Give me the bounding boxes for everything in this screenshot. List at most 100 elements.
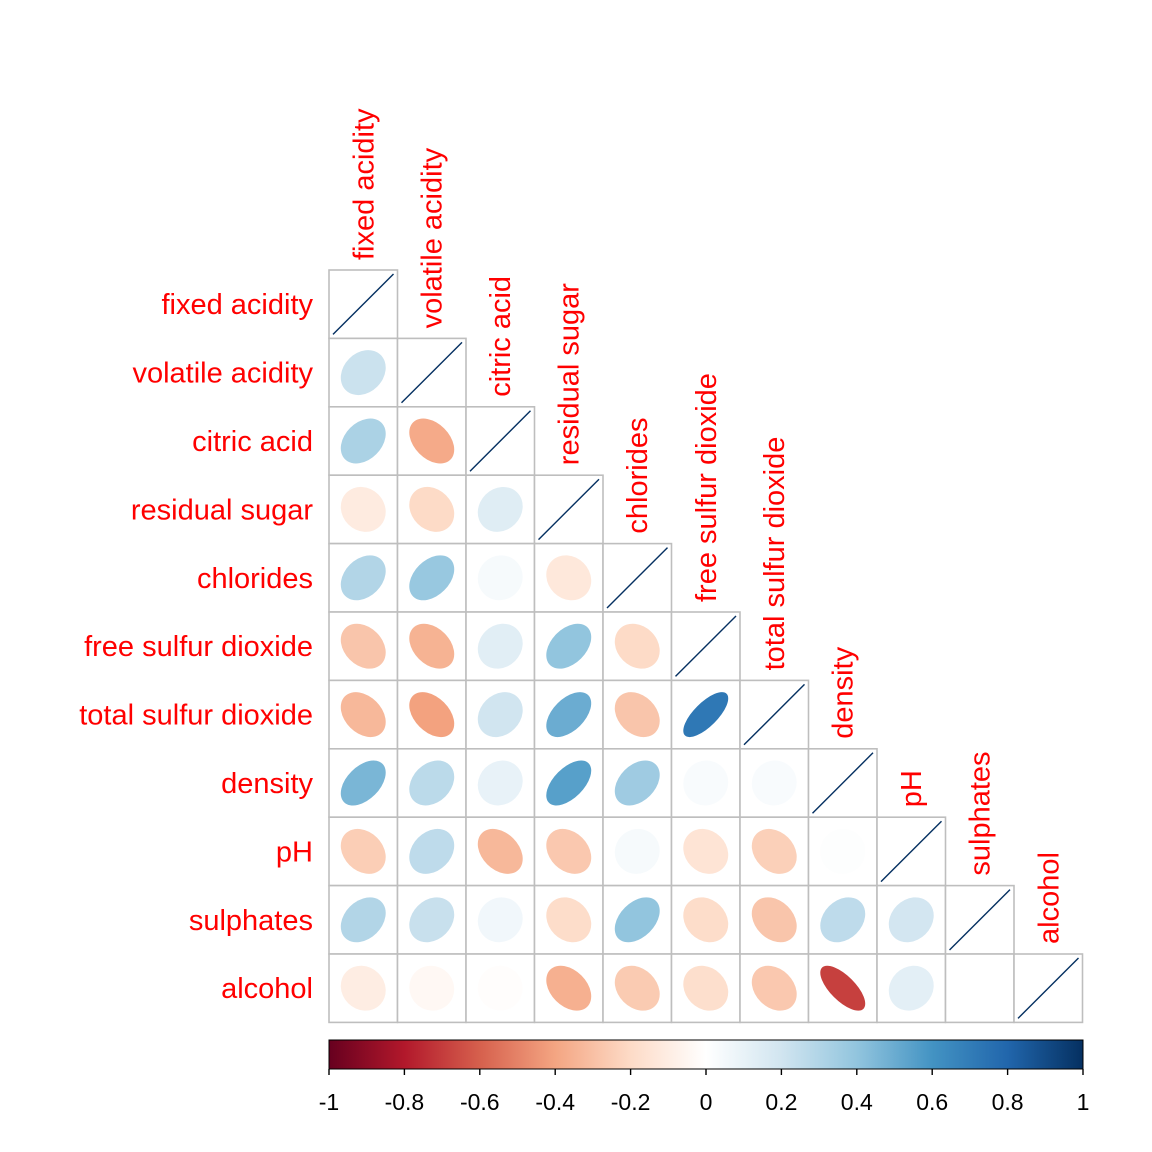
colorbar-tick-label: 0.6 (916, 1089, 948, 1115)
column-label: density (828, 646, 860, 738)
correlation-ellipse (614, 760, 660, 806)
colorbar-tick-label: 0.2 (765, 1089, 797, 1115)
correlation-ellipse (751, 760, 797, 806)
correlation-ellipse (477, 965, 523, 1011)
correlation-ellipse (409, 555, 455, 601)
correlation-ellipse (888, 965, 934, 1011)
cell-border (465, 953, 536, 1024)
correlation-ellipse (340, 350, 386, 396)
colorbar-tick-label: 0.4 (841, 1089, 873, 1115)
column-label: alcohol (1033, 852, 1065, 944)
correlation-ellipse (409, 965, 455, 1011)
correlation-ellipse (340, 897, 386, 943)
colorbar-tick-label: 1 (1077, 1089, 1090, 1115)
row-labels: fixed acidity volatile acidity citric acid… (79, 289, 313, 1005)
correlation-ellipse (614, 692, 660, 738)
row-label: alcohol (221, 973, 313, 1005)
row-label: pH (276, 836, 313, 868)
row-label: total sulfur dioxide (79, 700, 313, 732)
column-label: pH (896, 770, 928, 807)
correlation-ellipse (340, 760, 386, 806)
column-label: citric acid (485, 276, 517, 397)
correlation-ellipse (477, 828, 523, 874)
colorbar: -1 -0.8 -0.6 -0.4 -0.2 0 0.2 0.4 0.6 0.8 1 (319, 1039, 1090, 1115)
column-label: volatile acidity (417, 147, 449, 328)
correlation-ellipse (546, 760, 592, 806)
correlation-ellipse (820, 897, 866, 943)
colorbar-tick-label: 0.8 (992, 1089, 1024, 1115)
diagonal-mark (880, 820, 942, 883)
correlation-ellipse (409, 418, 455, 464)
correlation-ellipse (751, 828, 797, 874)
correlation-ellipse (409, 897, 455, 943)
correlation-ellipse (820, 828, 866, 874)
correlation-ellipse (546, 623, 592, 669)
correlation-ellipse (751, 897, 797, 943)
correlation-ellipse (957, 965, 1003, 1011)
correlation-ellipse (340, 555, 386, 601)
row-label: free sulfur dioxide (84, 631, 313, 663)
correlation-ellipse (546, 828, 592, 874)
correlation-ellipse (888, 897, 934, 943)
diagonal-mark (538, 478, 600, 541)
correlation-ellipse (409, 760, 455, 806)
correlation-ellipse (820, 965, 866, 1011)
correlation-ellipse (546, 897, 592, 943)
colorbar-tick-label: -0.2 (611, 1089, 651, 1115)
diagonal-mark (401, 341, 463, 404)
correlation-ellipse (409, 692, 455, 738)
row-label: volatile acidity (132, 358, 313, 390)
colorbar-tick-label: 0 (700, 1089, 713, 1115)
column-label: free sulfur dioxide (691, 373, 723, 602)
diagonal-mark (332, 273, 394, 335)
correlation-ellipse (409, 623, 455, 669)
diagonal-mark (675, 615, 737, 677)
correlation-ellipse (477, 692, 523, 738)
cell-border (328, 747, 399, 818)
colorbar-tick-label: -0.8 (385, 1089, 425, 1115)
correlation-ellipse (340, 418, 386, 464)
column-label: chlorides (622, 418, 654, 534)
correlation-ellipse (751, 965, 797, 1011)
correlation-ellipse (477, 555, 523, 601)
correlation-ellipse (614, 897, 660, 943)
correlation-ellipse (409, 828, 455, 874)
correlation-ellipse (477, 623, 523, 669)
column-labels: fixed acidity volatile acidity citric acid… (348, 108, 1065, 944)
correlation-ellipse (477, 486, 523, 532)
colorbar-tick-label: -0.4 (535, 1089, 575, 1115)
correlation-ellipse (614, 965, 660, 1011)
correlation-ellipse (477, 760, 523, 806)
diagonal-mark (1017, 957, 1079, 1019)
correlation-ellipse (409, 486, 455, 532)
correlation-ellipse (614, 828, 660, 874)
correlation-ellipse (340, 692, 386, 738)
matrix-cells (328, 269, 1084, 1024)
column-label: sulphates (965, 751, 997, 875)
column-label: fixed acidity (348, 108, 380, 260)
diagonal-mark (812, 752, 874, 814)
row-label: residual sugar (131, 494, 313, 526)
row-label: density (221, 768, 313, 800)
diagonal-mark (606, 547, 668, 609)
row-label: sulphates (189, 905, 313, 937)
correlation-ellipse (683, 965, 729, 1011)
correlation-ellipse (683, 760, 729, 806)
diagonal-mark (949, 889, 1011, 951)
correlation-ellipse (546, 692, 592, 738)
correlation-ellipse (683, 897, 729, 943)
correlation-ellipse (340, 623, 386, 669)
correlation-ellipse (340, 965, 386, 1011)
correlation-ellipse (683, 828, 729, 874)
diagonal-mark (469, 410, 531, 472)
row-label: citric acid (192, 426, 313, 458)
correlation-ellipse (340, 828, 386, 874)
column-label: total sulfur dioxide (759, 437, 791, 671)
correlation-ellipse (340, 486, 386, 532)
colorbar-gradient-bar (328, 1039, 1084, 1070)
correlation-ellipse (614, 623, 660, 669)
row-label: fixed acidity (161, 289, 313, 321)
correlation-ellipse (546, 555, 592, 601)
colorbar-tick-label: -1 (319, 1089, 339, 1115)
